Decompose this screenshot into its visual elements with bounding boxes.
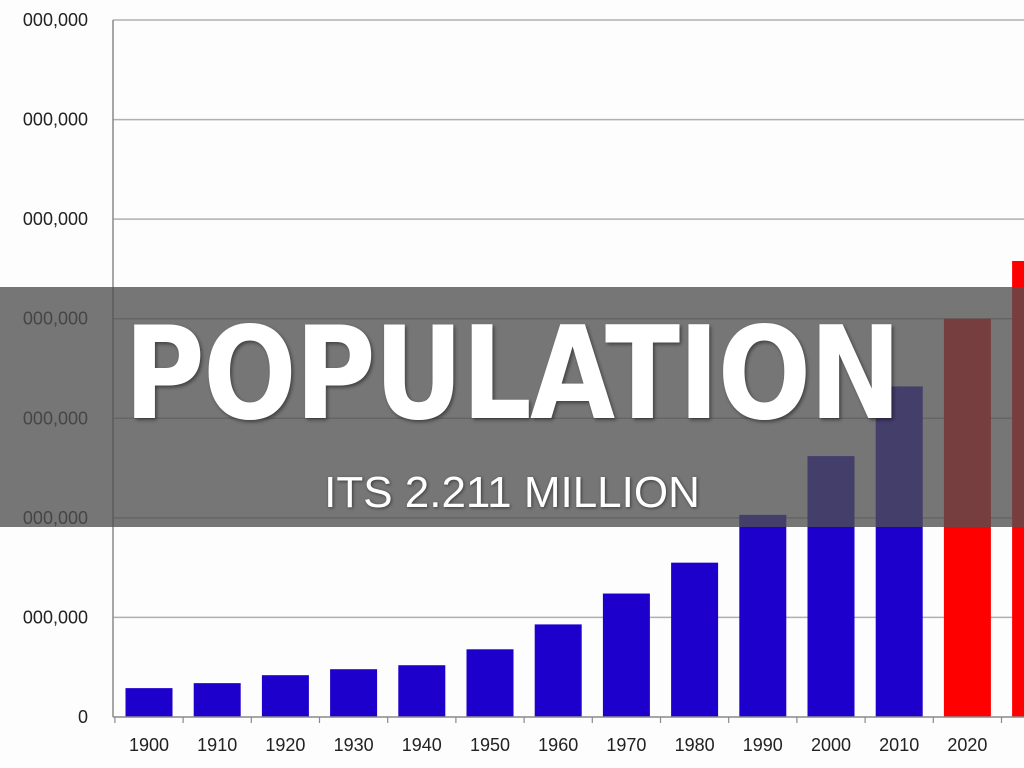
x-tick-label: 2020 bbox=[947, 735, 987, 755]
x-tick-label: 1990 bbox=[743, 735, 783, 755]
bar-1940 bbox=[398, 665, 446, 717]
y-tick-label: 000,000 bbox=[23, 209, 88, 229]
x-tick-label: 1920 bbox=[265, 735, 305, 755]
y-tick-label: 000,000 bbox=[23, 110, 88, 130]
x-tick-label: 1930 bbox=[334, 735, 374, 755]
bar-1990 bbox=[739, 514, 787, 717]
y-tick-label: 000,000 bbox=[23, 607, 88, 627]
x-tick-label: 1950 bbox=[470, 735, 510, 755]
bars bbox=[125, 260, 1024, 717]
x-tick-label: 1900 bbox=[129, 735, 169, 755]
x-tick-label: 2010 bbox=[879, 735, 919, 755]
x-tick-label: 2000 bbox=[811, 735, 851, 755]
bar-1950 bbox=[466, 649, 514, 717]
bar-1970 bbox=[602, 593, 650, 717]
x-tick-label: 1970 bbox=[606, 735, 646, 755]
x-tick-label: 1910 bbox=[197, 735, 237, 755]
bar-1960 bbox=[534, 624, 582, 717]
y-tick-label: 0 bbox=[78, 707, 88, 727]
x-tick-label: 1980 bbox=[675, 735, 715, 755]
slide-subtitle: ITS 2.211 MILLION bbox=[324, 468, 700, 517]
x-tick-label: 1940 bbox=[402, 735, 442, 755]
slide-title: POPULATION bbox=[124, 300, 901, 449]
bar-1930 bbox=[330, 669, 378, 717]
x-tick-labels: 1900 1910 1920 1930 1940 1950 1960 1970 1980 1990… bbox=[129, 735, 987, 755]
title-banner bbox=[0, 287, 1024, 527]
x-tick-label: 1960 bbox=[538, 735, 578, 755]
bar-1900 bbox=[125, 688, 173, 717]
bar-1980 bbox=[671, 562, 719, 717]
bar-1920 bbox=[261, 675, 309, 717]
y-tick-label: 000,000 bbox=[23, 10, 88, 30]
bar-1910 bbox=[193, 683, 241, 717]
